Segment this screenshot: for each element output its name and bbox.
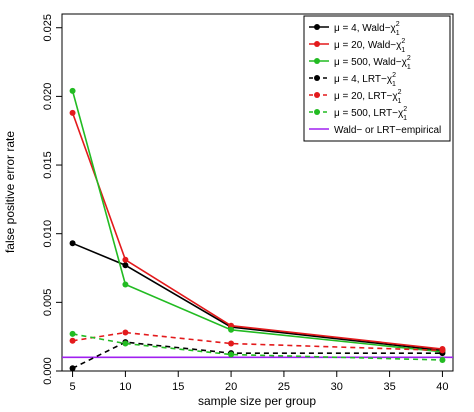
x-tick-label: 15 — [172, 381, 184, 393]
series-line — [72, 333, 443, 361]
legend-label: μ = 500, LRT−χ2 1 — [334, 106, 407, 122]
y-tick-label: 0.010 — [42, 220, 54, 248]
x-tick-label: 35 — [383, 381, 395, 393]
data-point — [69, 240, 76, 247]
legend-swatch-point — [314, 75, 320, 81]
data-point — [69, 109, 76, 116]
legend-label: μ = 20, Wald−χ2 1 — [334, 38, 405, 54]
x-axis-label: sample size per group — [198, 394, 316, 408]
legend-label: μ = 4, Wald−χ2 1 — [334, 21, 400, 37]
data-point — [122, 329, 129, 336]
series-line — [71, 90, 443, 353]
legend: μ = 4, Wald−χ2 1μ = 20, Wald−χ2 1μ = 500, … — [303, 15, 451, 142]
y-axis: 0.000 0.005 0.010 0.015 0.020 0.025 — [42, 14, 62, 385]
data-point — [69, 330, 76, 337]
x-axis: 5 10 15 20 25 30 35 40 — [70, 371, 449, 393]
x-tick-label: 20 — [225, 381, 237, 393]
plot-frame — [61, 13, 454, 372]
y-tick-label: 0.005 — [42, 289, 54, 317]
series-line — [72, 341, 443, 369]
data-point — [439, 357, 446, 364]
series-1 — [69, 109, 446, 353]
legend-label: Wald− or LRT−empirical — [334, 125, 441, 136]
y-axis-label: false positive error rate — [3, 131, 17, 253]
legend-swatch-point — [314, 109, 320, 115]
legend-label: μ = 20, LRT−χ2 1 — [334, 89, 402, 105]
data-point — [69, 365, 76, 372]
legend-swatch-point — [314, 92, 320, 98]
data-point — [228, 326, 235, 333]
x-tick-label: 5 — [70, 381, 76, 393]
legend-box — [303, 15, 451, 142]
data-point — [69, 87, 76, 94]
legend-swatch-point — [314, 24, 320, 30]
y-tick-label: 0.000 — [42, 357, 54, 385]
data-point — [69, 337, 76, 344]
data-point — [228, 322, 235, 329]
legend-label: μ = 4, LRT−χ2 1 — [334, 72, 396, 88]
data-point — [122, 262, 129, 269]
data-point — [228, 351, 235, 358]
y-tick-label: 0.015 — [42, 151, 54, 179]
series-4 — [69, 329, 446, 354]
y-tick-label: 0.025 — [42, 14, 54, 42]
y-tick-label: 0.020 — [42, 83, 54, 111]
x-tick-label: 40 — [436, 381, 448, 393]
data-point — [439, 347, 446, 354]
legend-label: μ = 500, Wald−χ2 1 — [334, 55, 411, 71]
data-point — [122, 340, 129, 347]
series-line — [72, 331, 443, 352]
data-point — [122, 281, 129, 288]
legend-swatch-point — [314, 58, 320, 64]
legend-swatch-point — [314, 41, 320, 47]
series-layer — [69, 87, 446, 372]
data-point — [122, 256, 129, 263]
data-point — [228, 340, 235, 347]
x-tick-label: 30 — [331, 381, 343, 393]
x-tick-label: 25 — [278, 381, 290, 393]
series-5 — [69, 330, 446, 364]
series-line — [71, 112, 443, 350]
x-tick-label: 10 — [119, 381, 131, 393]
series-line — [72, 242, 443, 352]
